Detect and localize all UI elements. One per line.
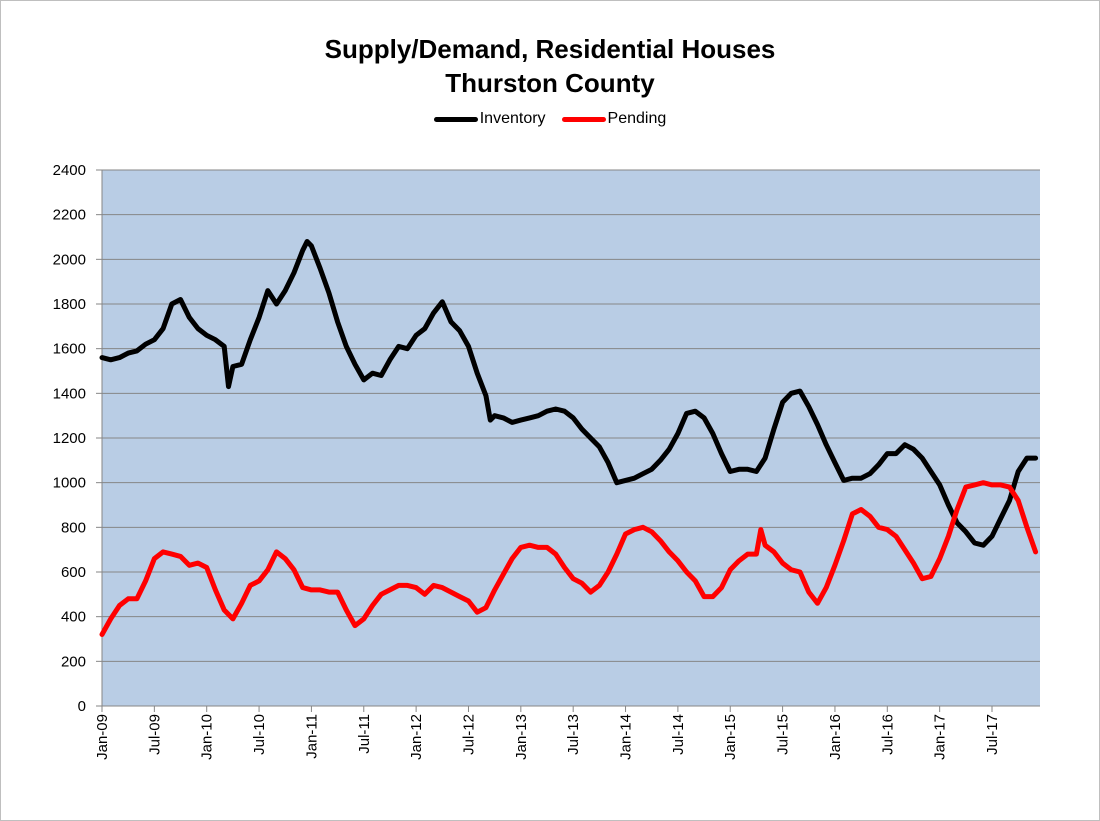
y-tick-label: 1200 <box>53 430 86 447</box>
chart-legend: Inventory Pending <box>0 110 1100 128</box>
y-tick-label: 1000 <box>53 475 86 492</box>
legend-swatch-inventory <box>433 116 478 122</box>
y-tick-label: 2200 <box>53 207 86 224</box>
x-tick-label: Jul-10 <box>251 714 268 755</box>
y-tick-label: 1800 <box>53 296 86 313</box>
y-tick-label: 2400 <box>53 162 86 179</box>
legend-label-pending: Pending <box>607 110 667 127</box>
x-tick-label: Jul-09 <box>146 714 163 755</box>
x-tick-label: Jan-15 <box>722 714 739 760</box>
x-tick-label: Jul-17 <box>984 714 1001 755</box>
x-tick-label: Jul-12 <box>460 714 477 755</box>
x-tick-label: Jan-10 <box>199 714 216 760</box>
series-line-pending <box>99 480 1039 637</box>
y-tick-label: 400 <box>61 609 86 626</box>
y-tick-label: 1600 <box>53 341 86 358</box>
chart-subtitle: Thurston County <box>445 68 655 98</box>
legend-label-inventory: Inventory <box>479 110 546 127</box>
x-tick-label: Jan-09 <box>94 714 111 760</box>
legend-entry-pending: Pending <box>561 110 667 128</box>
y-tick-label: 600 <box>61 564 86 581</box>
y-tick-label: 2000 <box>53 251 86 268</box>
legend-swatch-pending <box>561 116 606 122</box>
x-tick-label: Jan-12 <box>408 714 425 760</box>
x-tick-label: Jan-16 <box>827 714 844 760</box>
x-tick-label: Jul-15 <box>775 714 792 755</box>
x-tick-label: Jul-11 <box>356 714 373 754</box>
x-tick-label: Jul-16 <box>879 714 896 755</box>
x-tick-label: Jan-13 <box>513 714 530 760</box>
x-tick-label: Jul-13 <box>565 714 582 755</box>
x-tick-label: Jan-17 <box>932 714 949 760</box>
chart-title: Supply/Demand, Residential Houses <box>324 34 776 64</box>
y-tick-label: 0 <box>78 698 86 715</box>
series-line-inventory <box>99 239 1039 548</box>
y-tick-label: 200 <box>61 653 86 670</box>
y-tick-label: 800 <box>61 519 86 536</box>
y-tick-label: 1400 <box>53 385 86 402</box>
legend-entry-inventory: Inventory <box>433 110 546 128</box>
x-tick-label: Jul-14 <box>670 714 687 755</box>
x-tick-label: Jan-11 <box>303 714 320 759</box>
x-tick-label: Jan-14 <box>618 714 635 760</box>
